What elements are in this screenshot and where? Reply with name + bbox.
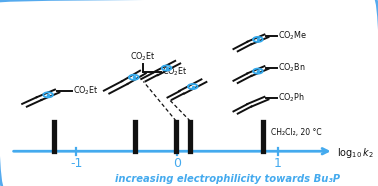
Text: 0: 0 — [173, 157, 181, 169]
Text: CO$_2$Et: CO$_2$Et — [73, 85, 98, 97]
Text: CO$_2$Bn: CO$_2$Bn — [277, 61, 305, 74]
Text: CO$_2$Ph: CO$_2$Ph — [277, 92, 305, 104]
Text: increasing electrophilicity towards Bu₃P: increasing electrophilicity towards Bu₃P — [115, 174, 340, 185]
Text: -1: -1 — [70, 157, 82, 169]
Text: CO$_2$Et: CO$_2$Et — [130, 51, 156, 63]
Text: CO$_2$Et: CO$_2$Et — [162, 66, 188, 78]
Text: CH₂Cl₂, 20 °C: CH₂Cl₂, 20 °C — [271, 128, 322, 137]
Text: CO$_2$Me: CO$_2$Me — [277, 30, 307, 42]
Text: $\log_{10}k_2$: $\log_{10}k_2$ — [336, 146, 373, 160]
Text: 1: 1 — [274, 157, 282, 169]
